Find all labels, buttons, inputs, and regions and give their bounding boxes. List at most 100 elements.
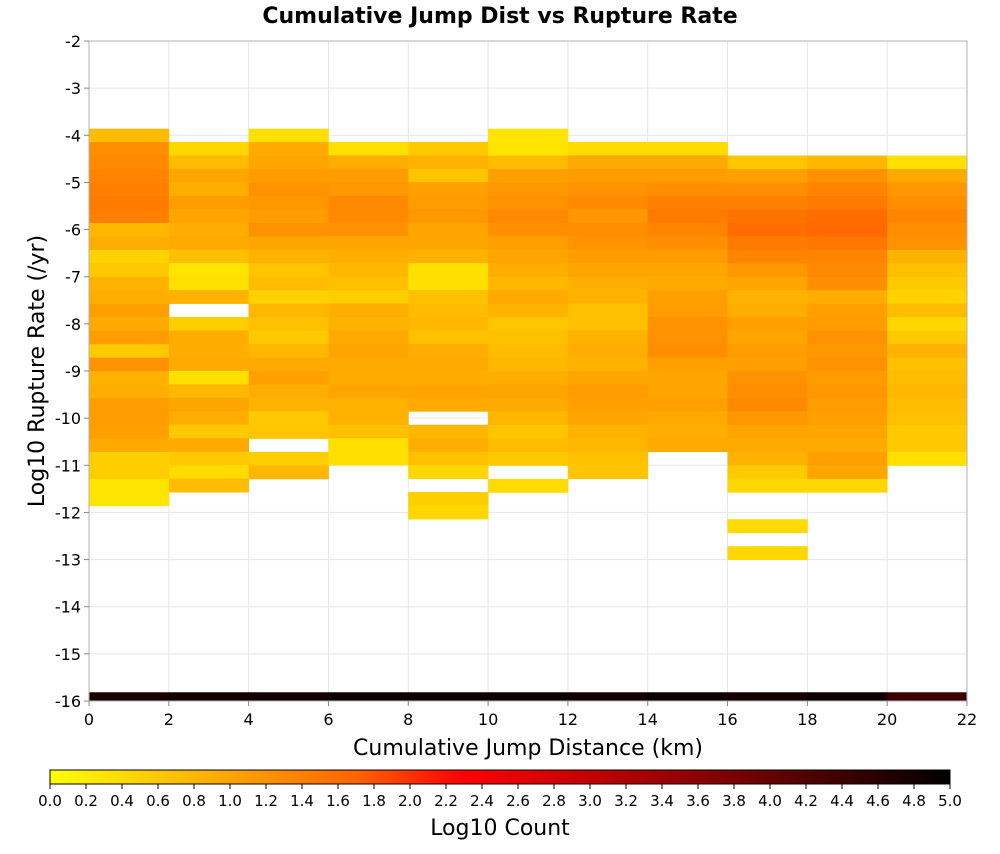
heatmap-cell: [807, 263, 888, 278]
heatmap-cell: [328, 316, 409, 331]
heatmap-cell: [89, 142, 170, 157]
heatmap-cell: [807, 290, 888, 305]
heatmap-cell: [887, 155, 968, 170]
heatmap-cell: [727, 344, 808, 358]
heatmap-cell: [248, 692, 329, 701]
heatmap-cell: [887, 397, 968, 412]
heatmap-cell: [168, 141, 250, 156]
heatmap-cell: [488, 692, 569, 701]
colorbar-tick-label: 2.6: [506, 792, 530, 810]
x-tick-label: 0: [84, 710, 94, 729]
x-tick-label: 22: [957, 710, 977, 729]
heatmap-cell: [807, 182, 888, 197]
heatmap-cell: [89, 222, 170, 237]
heatmap-cell: [567, 168, 649, 183]
heatmap-cell: [807, 357, 888, 372]
heatmap-cell: [887, 222, 968, 237]
heatmap-cell: [647, 182, 728, 197]
colorbar-tick-label: 1.6: [326, 792, 350, 810]
heatmap-cell: [727, 303, 808, 318]
heatmap-cell: [168, 290, 250, 304]
heatmap-cell: [807, 317, 888, 332]
heatmap-cell: [887, 451, 968, 466]
x-tick-label: 14: [638, 710, 658, 729]
heatmap-cell: [248, 330, 329, 345]
heatmap-cell: [727, 357, 808, 372]
heatmap-cell: [488, 263, 569, 278]
heatmap-cell: [647, 692, 728, 701]
heatmap-cell: [328, 343, 409, 358]
heatmap-cell: [488, 182, 569, 197]
colorbar-tick-label: 0.8: [182, 792, 206, 810]
heatmap-cell: [89, 263, 170, 278]
heatmap-cell: [408, 424, 489, 439]
y-tick-label: -6: [65, 221, 81, 240]
heatmap-cell: [887, 692, 968, 701]
heatmap-cell: [488, 303, 569, 318]
heatmap-cell: [807, 692, 888, 701]
heatmap-cell: [807, 424, 888, 439]
heatmap-cell: [807, 169, 888, 183]
colorbar-tick-label: 0.4: [110, 792, 134, 810]
heatmap-cell: [408, 492, 489, 506]
colorbar-label: Log10 Count: [430, 816, 570, 841]
heatmap-cell: [488, 317, 569, 332]
heatmap-cell: [887, 263, 968, 278]
colorbar-tick-label: 1.0: [218, 792, 242, 810]
colorbar-tick-label: 4.4: [830, 792, 854, 810]
heatmap-cell: [567, 290, 649, 304]
heatmap-cell: [647, 236, 728, 251]
heatmap-cell: [328, 357, 409, 372]
heatmap-cell: [807, 397, 888, 412]
heatmap-cell: [89, 411, 170, 426]
heatmap-cell: [408, 692, 489, 701]
heatmap-cell: [248, 182, 329, 197]
heatmap-cell: [647, 263, 728, 277]
heatmap-cell: [567, 236, 649, 251]
heatmap-cell: [488, 236, 569, 251]
heatmap-cell: [89, 492, 170, 507]
heatmap-cell: [408, 316, 489, 331]
heatmap-cell: [567, 692, 649, 701]
heatmap-cell: [89, 209, 170, 224]
heatmap-cell: [168, 263, 250, 277]
heatmap-cell: [727, 195, 808, 210]
heatmap-cell: [248, 128, 329, 143]
y-tick-label: -13: [55, 551, 81, 570]
x-axis-ticks: 0 2 4 6 8 10 12 14 16 18 20 22: [84, 701, 977, 729]
heatmap-cell: [408, 357, 489, 372]
y-tick-label: -16: [55, 692, 81, 711]
heatmap-cell: [567, 411, 649, 426]
heatmap-cell: [168, 236, 250, 251]
heatmap-cell: [328, 451, 409, 466]
heatmap-cell: [328, 276, 409, 291]
heatmap-cell: [727, 546, 808, 561]
heatmap-cell: [488, 424, 569, 439]
heatmap-cell: [647, 276, 728, 291]
heatmap-cell: [248, 263, 329, 278]
heatmap-cell: [488, 209, 569, 224]
heatmap-cell: [647, 397, 728, 412]
colorbar-tick-label: 3.2: [614, 792, 638, 810]
heatmap-cell: [488, 478, 569, 493]
heatmap-cell: [647, 370, 728, 385]
heatmap-cell: [248, 236, 329, 251]
colorbar-tick-label: 3.6: [686, 792, 710, 810]
x-tick-label: 16: [717, 710, 737, 729]
heatmap-cell: [408, 465, 489, 480]
colorbar-tick-label: 3.0: [578, 792, 602, 810]
y-tick-label: -10: [55, 409, 81, 428]
heatmap-cell: [328, 424, 409, 439]
heatmap-cell: [887, 249, 968, 264]
heatmap-cell: [807, 465, 888, 480]
heatmap-cell: [89, 128, 170, 143]
heatmap-cell: [727, 451, 808, 466]
heatmap-cell: [887, 357, 968, 372]
heatmap-cell: [408, 168, 489, 183]
heatmap-cell: [328, 384, 409, 399]
heatmap-cell: [89, 182, 170, 197]
heatmap-cell: [567, 195, 649, 210]
colorbar-tick-label: 2.2: [434, 792, 458, 810]
heatmap-cell: [488, 222, 569, 237]
heatmap-cell: [488, 142, 569, 157]
